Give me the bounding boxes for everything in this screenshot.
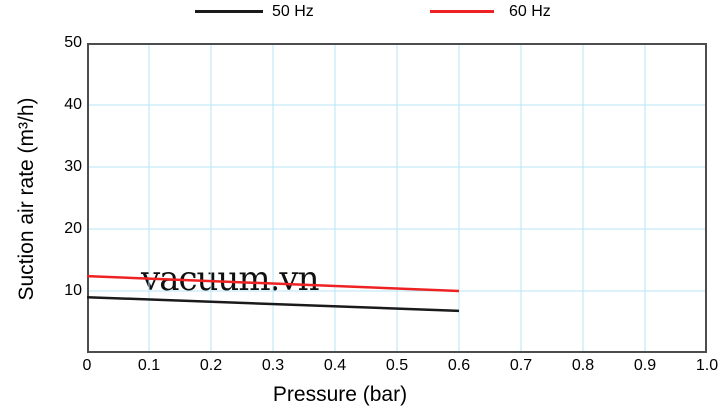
series-line-60-hz xyxy=(87,274,460,293)
x-tick-label: 0.6 xyxy=(447,357,471,374)
series-line-50-hz xyxy=(87,295,460,313)
x-axis-title: Pressure (bar) xyxy=(272,383,408,406)
legend-line-60hz xyxy=(430,10,494,13)
x-tick-label: 0.8 xyxy=(571,357,595,374)
y-tick-label: 40 xyxy=(64,96,82,113)
y-tick-label: 20 xyxy=(64,220,82,237)
y-tick-label: 30 xyxy=(64,158,82,175)
x-tick-label: 0.1 xyxy=(137,357,161,374)
y-tick-label: 50 xyxy=(64,34,82,51)
x-tick-label: 0 xyxy=(82,357,92,374)
plot-border xyxy=(87,43,707,353)
y-axis-title: Suction air rate (m³/h) xyxy=(15,97,38,301)
x-tick-label: 0.2 xyxy=(199,357,223,374)
plot-svg xyxy=(87,43,707,353)
x-tick-label: 0.9 xyxy=(633,357,657,374)
x-tick-label: 1.0 xyxy=(695,357,719,374)
x-tick-label: 0.3 xyxy=(261,357,285,374)
x-tick-label: 0.5 xyxy=(385,357,409,374)
x-tick-label: 0.4 xyxy=(323,357,347,374)
y-tick-label: 10 xyxy=(64,282,82,299)
x-tick-label: 0.7 xyxy=(509,357,533,374)
legend-label-60hz: 60 Hz xyxy=(509,3,551,20)
legend-line-50hz xyxy=(195,10,263,13)
legend-label-50hz: 50 Hz xyxy=(272,3,314,20)
